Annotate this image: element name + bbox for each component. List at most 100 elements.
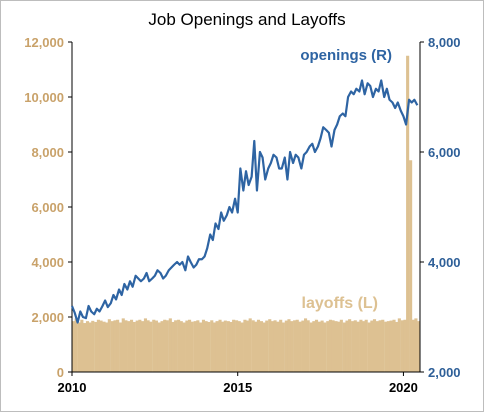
- layoffs-bar: [223, 320, 227, 372]
- layoffs-bar: [99, 320, 103, 372]
- left-tick-label: 0: [57, 365, 64, 380]
- layoffs-bar: [221, 321, 225, 372]
- layoffs-bar: [248, 318, 252, 373]
- layoffs-bar: [290, 321, 294, 373]
- layoffs-bar: [229, 321, 233, 372]
- layoffs-bar: [146, 320, 150, 372]
- layoffs-bar: [364, 319, 368, 372]
- layoffs-bar: [226, 321, 230, 373]
- layoffs-bar: [334, 321, 338, 373]
- layoffs-bar: [165, 320, 169, 372]
- layoffs-bar: [149, 321, 153, 372]
- layoffs-bar: [243, 319, 247, 372]
- layoffs-bar: [193, 321, 197, 373]
- layoffs-bar: [196, 320, 200, 372]
- left-tick-label: 2,000: [31, 310, 64, 325]
- layoffs-bar: [85, 321, 90, 373]
- layoffs-bar: [119, 322, 123, 372]
- tick-labels: 0 2,000 4,000 6,000 8,000 10,000 12,000 2,000 4,…: [24, 35, 460, 395]
- layoffs-bar: [143, 318, 148, 373]
- layoffs-bar: [320, 320, 324, 372]
- layoffs-bar: [312, 321, 316, 373]
- layoffs-bar: [328, 319, 332, 372]
- layoffs-bar: [265, 320, 269, 372]
- layoffs-bar: [74, 318, 78, 373]
- layoffs-bar: [273, 320, 277, 372]
- layoffs-bar: [304, 318, 308, 373]
- layoffs-bar: [301, 320, 305, 372]
- layoffs-bar: [392, 319, 396, 372]
- layoffs-bar: [171, 321, 175, 372]
- layoffs-bar: [174, 320, 178, 372]
- layoffs-bar: [306, 320, 310, 372]
- axes: [68, 41, 424, 376]
- layoffs-bar: [240, 322, 244, 372]
- layoffs-bar: [345, 320, 349, 372]
- layoffs-bar: [268, 319, 272, 372]
- layoffs-bar: [232, 319, 236, 372]
- layoffs-bar: [182, 322, 186, 372]
- layoffs-bar: [326, 321, 330, 373]
- layoffs-bar: [80, 319, 84, 372]
- chart-title: Job Openings and Layoffs: [148, 10, 345, 29]
- layoffs-bar: [102, 321, 106, 372]
- layoffs-bar: [279, 319, 283, 372]
- layoffs-bar: [314, 319, 319, 372]
- layoffs-bar: [168, 318, 172, 373]
- layoffs-bar: [395, 321, 399, 372]
- layoffs-bar: [124, 320, 128, 372]
- left-tick-label: 12,000: [24, 35, 64, 50]
- layoffs-bar: [367, 322, 371, 372]
- layoffs-bar: [212, 322, 216, 372]
- openings-line-group: [70, 79, 419, 324]
- layoffs-bar: [359, 319, 363, 372]
- layoffs-bar: [207, 321, 211, 372]
- layoffs-bar: [140, 321, 145, 373]
- layoffs-bar: [127, 321, 131, 373]
- layoffs-bar: [259, 321, 264, 373]
- layoffs-bar: [130, 319, 134, 372]
- layoffs-bar: [362, 321, 366, 373]
- layoffs-bar: [116, 319, 120, 372]
- layoffs-bar: [88, 322, 92, 372]
- layoffs-bar: [177, 319, 181, 372]
- layoffs-bar: [287, 319, 291, 372]
- layoffs-bar: [91, 320, 95, 372]
- layoffs-bar: [270, 321, 274, 373]
- layoffs-bar: [370, 320, 374, 372]
- layoffs-bar: [204, 321, 208, 373]
- layoffs-bar: [397, 318, 401, 373]
- layoffs-bar: [262, 322, 266, 372]
- x-tick-label: 2015: [223, 380, 252, 395]
- layoffs-bar: [72, 321, 76, 373]
- layoffs-bar: [237, 321, 241, 373]
- layoffs-bar: [348, 319, 352, 372]
- layoffs-bar: [152, 319, 156, 372]
- left-tick-label: 8,000: [31, 145, 64, 160]
- layoffs-bar: [160, 321, 164, 373]
- layoffs-bar: [210, 320, 214, 372]
- layoffs-bar: [386, 321, 390, 373]
- right-tick-label: 6,000: [428, 145, 461, 160]
- layoffs-bar: [110, 321, 114, 373]
- layoffs-bar: [276, 321, 280, 372]
- layoffs-bar: [351, 321, 355, 373]
- layoffs-bar: [284, 320, 288, 372]
- layoffs-bar: [400, 320, 404, 372]
- layoffs-bar: [298, 321, 302, 372]
- layoffs-bar: [281, 322, 285, 372]
- layoffs-bar: [331, 320, 335, 372]
- layoffs-bar: [215, 321, 219, 373]
- layoffs-bar: [77, 322, 81, 372]
- layoffs-bar: [323, 322, 327, 372]
- layoffs-bar: [256, 319, 261, 372]
- layoffs-bar: [82, 323, 87, 372]
- layoffs-bar: [157, 322, 161, 372]
- layoffs-bar: [406, 55, 410, 372]
- layoffs-bar: [389, 320, 393, 372]
- layoffs-bar: [94, 321, 98, 372]
- layoffs-bar: [356, 321, 360, 372]
- layoffs-label: layoffs (L): [302, 295, 378, 312]
- layoffs-bar: [375, 321, 380, 373]
